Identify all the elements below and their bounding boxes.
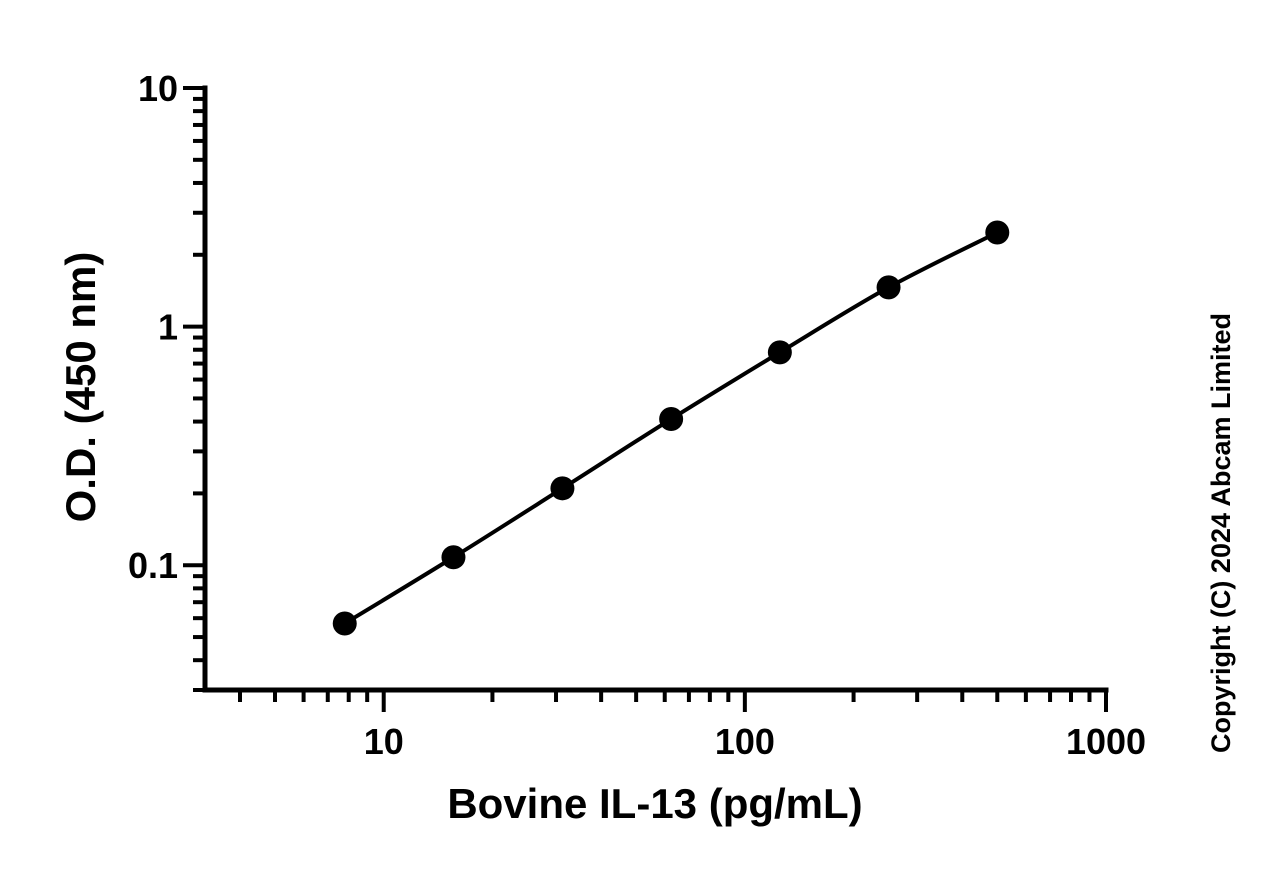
y-tick-label: 10 <box>138 68 178 109</box>
data-point <box>985 220 1010 245</box>
data-point <box>659 407 684 432</box>
x-tick-label: 10 <box>364 721 404 762</box>
x-axis-major-ticks <box>381 690 1108 712</box>
data-points <box>332 220 1010 636</box>
data-point <box>441 545 466 570</box>
copyright-text: Copyright (C) 2024 Abcam Limited <box>1206 313 1236 753</box>
x-tick-label: 1000 <box>1066 721 1146 762</box>
data-point <box>767 340 792 365</box>
y-tick-label: 1 <box>158 307 178 348</box>
x-axis-title: Bovine IL-13 (pg/mL) <box>447 780 862 827</box>
y-tick-label: 0.1 <box>128 545 178 586</box>
y-axis-major-ticks <box>183 86 205 568</box>
data-point <box>876 275 901 300</box>
y-axis-title: O.D. (450 nm) <box>57 252 104 523</box>
x-axis-tick-labels: 10 100 1000 <box>364 721 1146 762</box>
data-point <box>550 476 575 501</box>
data-point <box>332 611 357 636</box>
x-tick-label: 100 <box>715 721 775 762</box>
y-axis-tick-labels: 0.1 1 10 <box>128 68 178 586</box>
